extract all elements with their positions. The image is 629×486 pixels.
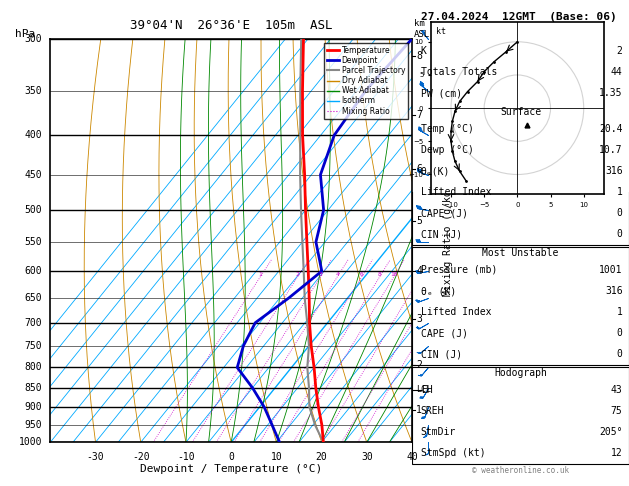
Text: 1001: 1001 <box>599 265 623 275</box>
Text: 10: 10 <box>270 452 282 462</box>
Text: CIN (J): CIN (J) <box>421 229 462 239</box>
Text: -20: -20 <box>132 452 150 462</box>
Text: 6: 6 <box>416 164 422 174</box>
Bar <box>412 367 629 464</box>
Text: 600: 600 <box>25 266 42 276</box>
Text: 30: 30 <box>361 452 372 462</box>
Text: Most Unstable: Most Unstable <box>482 248 559 258</box>
Legend: Temperature, Dewpoint, Parcel Trajectory, Dry Adiabat, Wet Adiabat, Isotherm, Mi: Temperature, Dewpoint, Parcel Trajectory… <box>324 43 408 119</box>
Text: 650: 650 <box>25 293 42 303</box>
Text: Pressure (mb): Pressure (mb) <box>421 265 497 275</box>
Text: 550: 550 <box>25 237 42 247</box>
Text: Totals Totals: Totals Totals <box>421 67 497 77</box>
Text: 1: 1 <box>616 307 623 317</box>
Text: 8: 8 <box>416 52 422 61</box>
Text: CIN (J): CIN (J) <box>421 349 462 359</box>
Text: SREH: SREH <box>421 406 444 416</box>
Text: kt: kt <box>437 27 446 36</box>
Text: hPa: hPa <box>15 29 35 39</box>
Text: 1: 1 <box>616 187 623 197</box>
Text: Dewpoint / Temperature (°C): Dewpoint / Temperature (°C) <box>140 465 322 474</box>
Text: 20.4: 20.4 <box>599 124 623 134</box>
Text: 43: 43 <box>611 385 623 395</box>
Text: 316: 316 <box>605 166 623 176</box>
Bar <box>412 247 629 365</box>
Text: Mixing Ratio (g/kg): Mixing Ratio (g/kg) <box>443 185 453 296</box>
Text: 205°: 205° <box>599 427 623 437</box>
Text: 40: 40 <box>406 452 418 462</box>
Text: 850: 850 <box>25 383 42 393</box>
Text: 0: 0 <box>228 452 234 462</box>
Text: 2: 2 <box>416 361 422 370</box>
Text: 2: 2 <box>616 46 623 56</box>
Text: 7: 7 <box>416 109 422 120</box>
Text: Lifted Index: Lifted Index <box>421 187 491 197</box>
Text: 3: 3 <box>416 314 422 324</box>
Bar <box>412 106 629 245</box>
Text: Lifted Index: Lifted Index <box>421 307 491 317</box>
Text: 800: 800 <box>25 363 42 372</box>
Text: θₑ(K): θₑ(K) <box>421 166 450 176</box>
Text: 5: 5 <box>416 216 422 226</box>
Text: Hodograph: Hodograph <box>494 368 547 378</box>
Text: 44: 44 <box>611 67 623 77</box>
Text: 900: 900 <box>25 402 42 412</box>
Text: LCL: LCL <box>416 385 431 394</box>
Text: 300: 300 <box>25 34 42 44</box>
Text: 10.7: 10.7 <box>599 145 623 155</box>
Text: CAPE (J): CAPE (J) <box>421 208 468 218</box>
Text: 12: 12 <box>611 448 623 458</box>
Text: 27.04.2024  12GMT  (Base: 06): 27.04.2024 12GMT (Base: 06) <box>421 12 617 22</box>
Text: CAPE (J): CAPE (J) <box>421 328 468 338</box>
Text: 2: 2 <box>296 272 299 277</box>
Text: 10: 10 <box>390 272 398 277</box>
Text: 20: 20 <box>316 452 328 462</box>
Text: 750: 750 <box>25 341 42 351</box>
Text: 75: 75 <box>611 406 623 416</box>
Bar <box>412 40 629 104</box>
Text: 700: 700 <box>25 318 42 328</box>
Text: Dewp (°C): Dewp (°C) <box>421 145 474 155</box>
Text: 8: 8 <box>378 272 382 277</box>
Text: K: K <box>421 46 426 56</box>
Text: Temp (°C): Temp (°C) <box>421 124 474 134</box>
Text: 6: 6 <box>360 272 364 277</box>
Text: 0: 0 <box>616 349 623 359</box>
Text: -30: -30 <box>87 452 104 462</box>
Text: 0: 0 <box>616 208 623 218</box>
Text: StmDir: StmDir <box>421 427 456 437</box>
Text: PW (cm): PW (cm) <box>421 88 462 98</box>
Text: 1: 1 <box>259 272 262 277</box>
Text: -10: -10 <box>177 452 195 462</box>
Text: 1.35: 1.35 <box>599 88 623 98</box>
Text: 0: 0 <box>616 229 623 239</box>
Text: StmSpd (kt): StmSpd (kt) <box>421 448 486 458</box>
Text: km
ASL: km ASL <box>414 19 430 39</box>
Text: 350: 350 <box>25 86 42 96</box>
Text: 500: 500 <box>25 205 42 215</box>
Text: 1: 1 <box>416 405 422 415</box>
Text: 316: 316 <box>605 286 623 296</box>
Text: 400: 400 <box>25 130 42 140</box>
Text: 4: 4 <box>335 272 339 277</box>
Text: Surface: Surface <box>500 107 541 117</box>
Text: 1000: 1000 <box>19 437 42 447</box>
Text: 4: 4 <box>416 266 422 276</box>
Text: © weatheronline.co.uk: © weatheronline.co.uk <box>472 467 569 475</box>
Text: EH: EH <box>421 385 432 395</box>
Text: 0: 0 <box>616 328 623 338</box>
Text: 39°04'N  26°36'E  105m  ASL: 39°04'N 26°36'E 105m ASL <box>130 18 332 32</box>
Text: 950: 950 <box>25 420 42 430</box>
Text: 450: 450 <box>25 170 42 180</box>
Text: θₑ (K): θₑ (K) <box>421 286 456 296</box>
Text: 3: 3 <box>319 272 323 277</box>
